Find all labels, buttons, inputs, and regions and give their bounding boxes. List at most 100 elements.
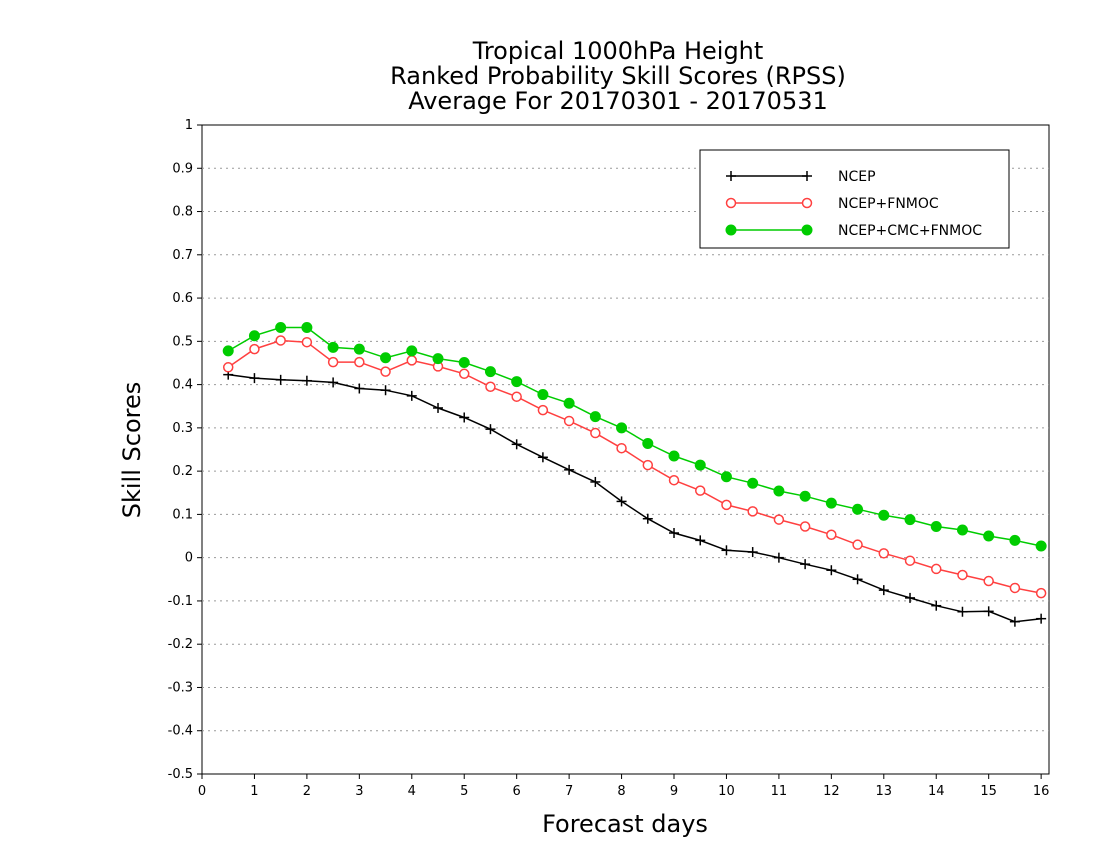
data-point: [484, 366, 496, 378]
x-tick-label: 1: [250, 784, 258, 799]
data-point: [747, 547, 758, 558]
data-point: [721, 545, 732, 556]
data-point: [983, 606, 994, 617]
data-point: [537, 452, 548, 463]
data-point: [720, 471, 732, 483]
legend-label: NCEP: [838, 169, 876, 185]
data-point: [485, 381, 496, 393]
data-point: [275, 374, 286, 385]
data-point: [904, 514, 916, 526]
data-point: [800, 559, 811, 570]
data-point: [222, 345, 234, 357]
data-point: [380, 352, 392, 364]
legend-marker: [725, 197, 737, 209]
data-point: [957, 569, 968, 581]
data-point: [485, 424, 496, 435]
data-point: [511, 439, 522, 450]
data-point: [459, 412, 470, 423]
data-point: [537, 389, 549, 401]
y-tick-label: 0.8: [172, 205, 193, 220]
data-point: [327, 356, 339, 368]
data-point: [747, 506, 758, 517]
data-point: [616, 496, 627, 507]
data-point: [354, 383, 365, 394]
data-point: [642, 437, 654, 449]
y-tick-label: 0: [185, 551, 193, 566]
data-point: [458, 368, 470, 380]
data-point: [668, 450, 680, 462]
data-point: [931, 600, 942, 611]
data-point: [327, 341, 339, 353]
data-point: [616, 422, 628, 434]
data-point: [905, 592, 916, 603]
x-tick-label: 3: [355, 784, 363, 799]
data-point: [564, 464, 575, 475]
y-tick-label: 0.4: [172, 378, 193, 393]
x-tick-label: 6: [513, 784, 521, 799]
x-tick-label: 11: [771, 784, 788, 799]
data-point: [852, 503, 864, 515]
series-line: [228, 373, 1042, 623]
y-axis-title: Skill Scores: [118, 382, 146, 519]
data-point: [353, 343, 365, 355]
data-point: [694, 459, 706, 471]
data-point: [1009, 616, 1020, 627]
data-point: [825, 497, 837, 509]
data-point: [878, 548, 890, 559]
chart-title: Tropical 1000hPa Height Ranked Probabili…: [390, 37, 846, 115]
legend-label: NCEP+FNMOC: [838, 196, 939, 212]
x-axis: 0 1 2 3 4 5 6 7 8 9 10 11 12 13 14 15 16: [198, 774, 1049, 799]
y-tick-label: 0.9: [172, 161, 193, 176]
x-tick-label: 5: [460, 784, 468, 799]
y-tick-label: 0.2: [172, 464, 193, 479]
y-tick-label: 0.7: [172, 248, 193, 263]
data-point: [747, 477, 759, 489]
data-point: [354, 356, 365, 368]
data-point: [511, 391, 522, 402]
data-point: [433, 402, 444, 413]
data-point: [773, 552, 784, 563]
legend-entry: NCEP+FNMOC: [725, 196, 939, 212]
data-point: [1035, 587, 1047, 599]
data-point: [930, 563, 942, 575]
data-point: [222, 362, 234, 373]
data-point: [957, 606, 968, 617]
legend-marker: [725, 224, 737, 236]
series-layer: [222, 321, 1047, 627]
data-point: [406, 355, 418, 366]
legend-marker: [801, 224, 813, 236]
data-point: [249, 373, 260, 384]
data-point: [590, 476, 601, 487]
data-point: [642, 513, 653, 524]
data-point: [852, 539, 863, 550]
y-tick-label: -0.1: [168, 594, 193, 609]
data-point: [380, 385, 391, 396]
data-point: [826, 529, 837, 540]
y-tick-label: 1: [185, 118, 193, 133]
y-tick-label: -0.3: [168, 680, 193, 695]
y-tick-label: -0.2: [168, 637, 193, 652]
legend-label: NCEP+CMC+FNMOC: [838, 223, 982, 239]
legend: NCEP NCEP+FNMOC NCEP+CMC+FNMOC: [699, 149, 1010, 249]
x-tick-label: 2: [303, 784, 311, 799]
data-point: [878, 509, 890, 521]
y-tick-label: 0.5: [172, 334, 193, 349]
legend-entry: NCEP+CMC+FNMOC: [725, 223, 982, 239]
data-point: [694, 485, 706, 496]
data-point: [721, 499, 732, 511]
data-point: [799, 490, 811, 502]
data-point: [537, 404, 549, 416]
data-point: [799, 521, 811, 532]
data-point: [773, 485, 785, 497]
data-point: [275, 335, 286, 346]
data-point: [616, 442, 627, 454]
series-ncep-fnmoc: [222, 335, 1047, 599]
y-tick-label: -0.5: [168, 767, 193, 782]
data-point: [301, 375, 312, 386]
data-point: [642, 459, 654, 471]
data-point: [1009, 582, 1021, 594]
data-point: [301, 321, 313, 333]
data-point: [1035, 540, 1047, 552]
title-line-2: Ranked Probability Skill Scores (RPSS): [390, 62, 846, 90]
